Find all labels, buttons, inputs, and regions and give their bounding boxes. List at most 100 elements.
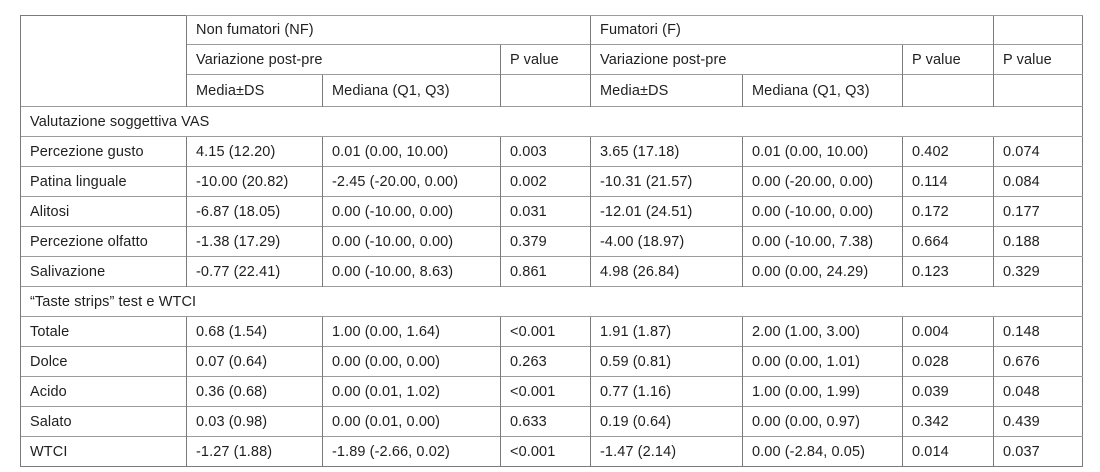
cell-pvalue-f: 0.172 [901,196,994,227]
cell-media-nf: 0.68 (1.54) [186,316,323,347]
results-table: Non fumatori (NF) Fumatori (F) Variazion… [19,15,1084,467]
cell-pvalue-f: 0.004 [901,316,994,347]
cell-pvalue-nf: 0.003 [500,136,591,167]
cell-pvalue-nf: 0.633 [500,406,591,437]
subheader-pvalue-overall: P value [993,44,1083,75]
row-label: Patina linguale [20,166,187,197]
cell-mediana-f: 0.00 (-10.00, 7.38) [742,226,903,257]
cell-pvalue-nf: 0.031 [500,196,591,227]
cell-pvalue-f: 0.664 [901,226,994,257]
cell-media-nf: -1.38 (17.29) [186,226,323,257]
cell-mediana-nf: -2.45 (-20.00, 0.00) [322,166,501,197]
cell-pvalue-f: 0.028 [901,346,994,377]
cell-media-nf: 0.03 (0.98) [186,406,323,437]
cell-media-nf: -6.87 (18.05) [186,196,323,227]
cell-mediana-f: 0.00 (-10.00, 0.00) [742,196,903,227]
cell-mediana-nf: -1.89 (-2.66, 0.02) [322,436,501,467]
cell-pvalue-f: 0.014 [901,436,994,467]
table-row: Salato 0.03 (0.98) 0.00 (0.01, 0.00) 0.6… [20,406,1083,437]
empty-header-cell [993,74,1083,107]
empty-header-cell [500,74,591,107]
section-row: Valutazione soggettiva VAS [19,106,1083,137]
cell-media-nf: 4.15 (12.20) [186,136,323,167]
cell-media-nf: -1.27 (1.88) [186,436,323,467]
group-header-fumatori: Fumatori (F) [589,15,994,45]
cell-mediana-nf: 0.00 (0.00, 0.00) [322,346,501,377]
row-label: WTCI [20,436,187,467]
cell-mediana-f: 0.00 (0.00, 24.29) [742,256,903,287]
cell-mediana-f: 0.00 (0.00, 1.01) [742,346,903,377]
cell-pvalue-f: 0.114 [901,166,994,197]
cell-media-f: -4.00 (18.97) [590,226,743,257]
cell-pvalue-overall: 0.329 [993,256,1083,287]
cell-pvalue-overall: 0.439 [993,406,1083,437]
table-row: Dolce 0.07 (0.64) 0.00 (0.00, 0.00) 0.26… [20,346,1083,377]
row-label: Salivazione [20,256,187,287]
cell-pvalue-nf: <0.001 [500,376,591,407]
table-row: Salivazione -0.77 (22.41) 0.00 (-10.00, … [20,256,1083,287]
cell-pvalue-overall: 0.148 [993,316,1083,347]
section-title-vas: Valutazione soggettiva VAS [19,106,1083,137]
cell-pvalue-overall: 0.084 [993,166,1083,197]
cell-pvalue-overall: 0.048 [993,376,1083,407]
cell-media-f: 0.59 (0.81) [590,346,743,377]
cell-mediana-f: 1.00 (0.00, 1.99) [742,376,903,407]
cell-media-f: 3.65 (17.18) [590,136,743,167]
row-label: Alitosi [20,196,187,227]
cell-mediana-nf: 1.00 (0.00, 1.64) [322,316,501,347]
subheader-pvalue-f: P value [901,44,994,75]
subheader-pvalue-nf: P value [500,44,591,75]
cell-pvalue-nf: 0.002 [500,166,591,197]
row-label: Percezione gusto [20,136,187,167]
empty-header-cell [993,15,1083,45]
cell-media-f: 4.98 (26.84) [590,256,743,287]
cell-pvalue-f: 0.039 [901,376,994,407]
section-row: “Taste strips” test e WTCI [19,286,1083,317]
group-header-non-fumatori: Non fumatori (NF) [186,15,591,45]
cell-media-f: 0.19 (0.64) [590,406,743,437]
cell-pvalue-f: 0.123 [901,256,994,287]
row-label: Percezione olfatto [20,226,187,257]
cell-pvalue-nf: <0.001 [500,436,591,467]
cell-media-f: -12.01 (24.51) [590,196,743,227]
table-row: Totale 0.68 (1.54) 1.00 (0.00, 1.64) <0.… [20,316,1083,347]
cell-pvalue-overall: 0.188 [993,226,1083,257]
empty-header-cell [901,74,994,107]
table-row: Patina linguale -10.00 (20.82) -2.45 (-2… [20,166,1083,197]
cell-pvalue-nf: 0.263 [500,346,591,377]
section-title-taste-strips: “Taste strips” test e WTCI [19,286,1083,317]
cell-pvalue-nf: 0.861 [500,256,591,287]
colheader-mediana-f: Mediana (Q1, Q3) [742,74,903,107]
colheader-media-nf: Media±DS [186,74,323,107]
cell-media-f: 0.77 (1.16) [590,376,743,407]
cell-mediana-nf: 0.00 (-10.00, 0.00) [322,196,501,227]
cell-mediana-f: 0.00 (-20.00, 0.00) [742,166,903,197]
colheader-mediana-nf: Mediana (Q1, Q3) [322,74,501,107]
cell-pvalue-overall: 0.074 [993,136,1083,167]
row-label: Dolce [20,346,187,377]
cell-media-f: -10.31 (21.57) [590,166,743,197]
row-label: Totale [20,316,187,347]
cell-mediana-nf: 0.00 (0.01, 0.00) [322,406,501,437]
cell-pvalue-f: 0.402 [901,136,994,167]
cell-media-nf: -10.00 (20.82) [186,166,323,197]
subheader-variazione-f: Variazione post-pre [590,44,903,75]
cell-media-nf: -0.77 (22.41) [186,256,323,287]
table-row: Percezione gusto 4.15 (12.20) 0.01 (0.00… [20,136,1083,167]
cell-media-nf: 0.36 (0.68) [186,376,323,407]
cell-mediana-f: 0.00 (-2.84, 0.05) [742,436,903,467]
subheader-variazione-nf: Variazione post-pre [186,44,501,75]
row-label: Salato [20,406,187,437]
cell-pvalue-nf: <0.001 [500,316,591,347]
row-label: Acido [20,376,187,407]
colheader-media-f: Media±DS [590,74,743,107]
corner-cell [20,15,187,107]
cell-pvalue-overall: 0.676 [993,346,1083,377]
cell-mediana-nf: 0.00 (-10.00, 8.63) [322,256,501,287]
cell-media-f: 1.91 (1.87) [590,316,743,347]
cell-pvalue-f: 0.342 [901,406,994,437]
table-row: Percezione olfatto -1.38 (17.29) 0.00 (-… [20,226,1083,257]
table-row: Alitosi -6.87 (18.05) 0.00 (-10.00, 0.00… [20,196,1083,227]
cell-mediana-f: 0.00 (0.00, 0.97) [742,406,903,437]
